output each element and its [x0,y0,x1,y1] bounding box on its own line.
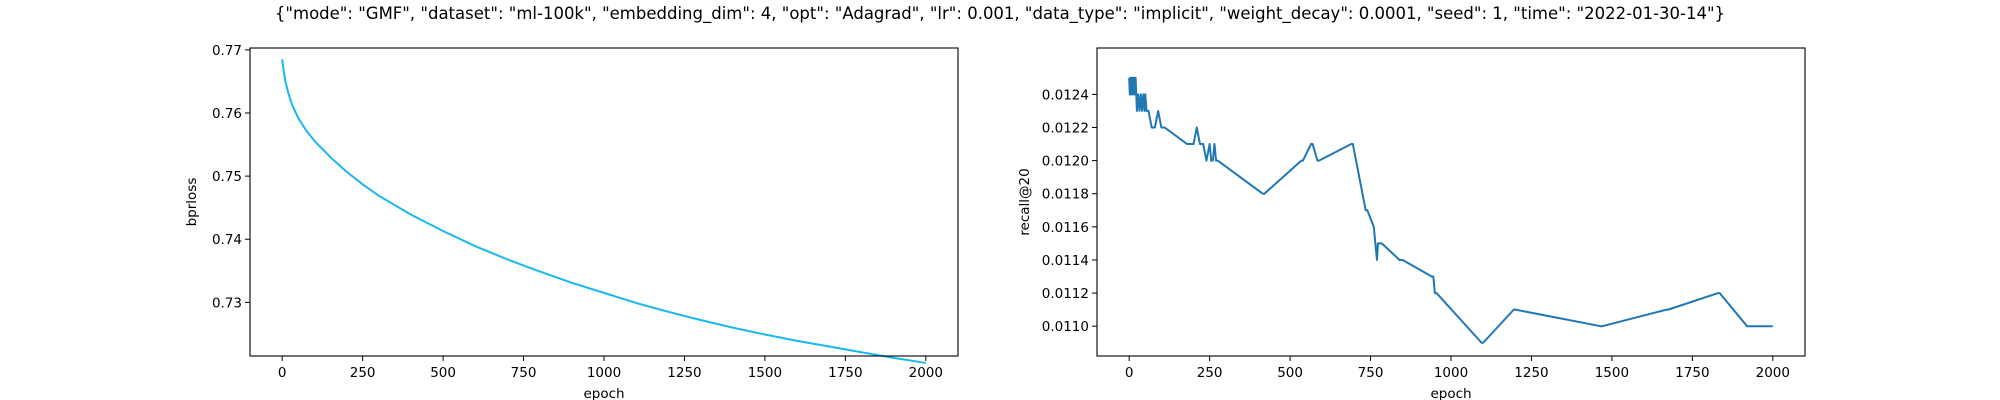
y-tick-label: 0.76 [212,106,242,122]
series-line-0 [281,59,926,364]
y-tick-label: 0.74 [212,232,242,248]
y-tick-label: 0.0110 [1042,319,1089,335]
x-tick-label: 1500 [1595,365,1629,381]
x-tick-label: 250 [1197,365,1223,381]
y-tick-label: 0.73 [212,295,242,311]
y-tick-label: 0.0122 [1042,120,1089,136]
x-tick-label: 1250 [1514,365,1548,381]
recall-chart: 0 250 500 750 1000 1250 1500 1750 2000 0.0110 0.01… [1017,47,1806,400]
x-tick-label: 750 [511,365,537,381]
x-tick-label: 2000 [909,365,943,381]
bprloss-chart: 0 250 500 750 1000 1250 1500 1750 2000 0.73 0.74 0.… [184,43,959,400]
axes-frame [249,47,959,357]
y-tick-label: 0.0116 [1042,220,1089,236]
y-tick-label: 0.75 [212,169,242,185]
x-tick-label: 500 [430,365,456,381]
x-tick-label: 1250 [667,365,701,381]
x-tick-label: 250 [350,365,376,381]
y-tick-label: 0.0120 [1042,154,1089,170]
y-tick-label: 0.0112 [1042,286,1089,302]
x-tick-label: 0 [1125,365,1134,381]
y-tick-label: 0.0124 [1042,87,1089,103]
y-axis-label: bprloss [184,178,200,227]
x-tick-label: 750 [1358,365,1384,381]
x-tick-label: 500 [1277,365,1303,381]
series-line-0 [1128,76,1773,344]
x-axis-label: epoch [583,386,624,400]
x-tick-label: 1750 [828,365,862,381]
y-tick-label: 0.0114 [1042,253,1089,269]
y-axis-label: recall@20 [1017,168,1033,235]
x-tick-label: 1500 [748,365,782,381]
y-tick-label: 0.77 [212,43,242,59]
figure-suptitle: {"mode": "GMF", "dataset": "ml-100k", "e… [274,4,1726,23]
x-tick-label: 1000 [1434,365,1468,381]
x-tick-label: 1750 [1675,365,1709,381]
x-tick-label: 1000 [587,365,621,381]
x-tick-label: 0 [278,365,287,381]
x-axis-label: epoch [1430,386,1471,400]
y-tick-label: 0.0118 [1042,187,1089,203]
x-tick-label: 2000 [1756,365,1790,381]
